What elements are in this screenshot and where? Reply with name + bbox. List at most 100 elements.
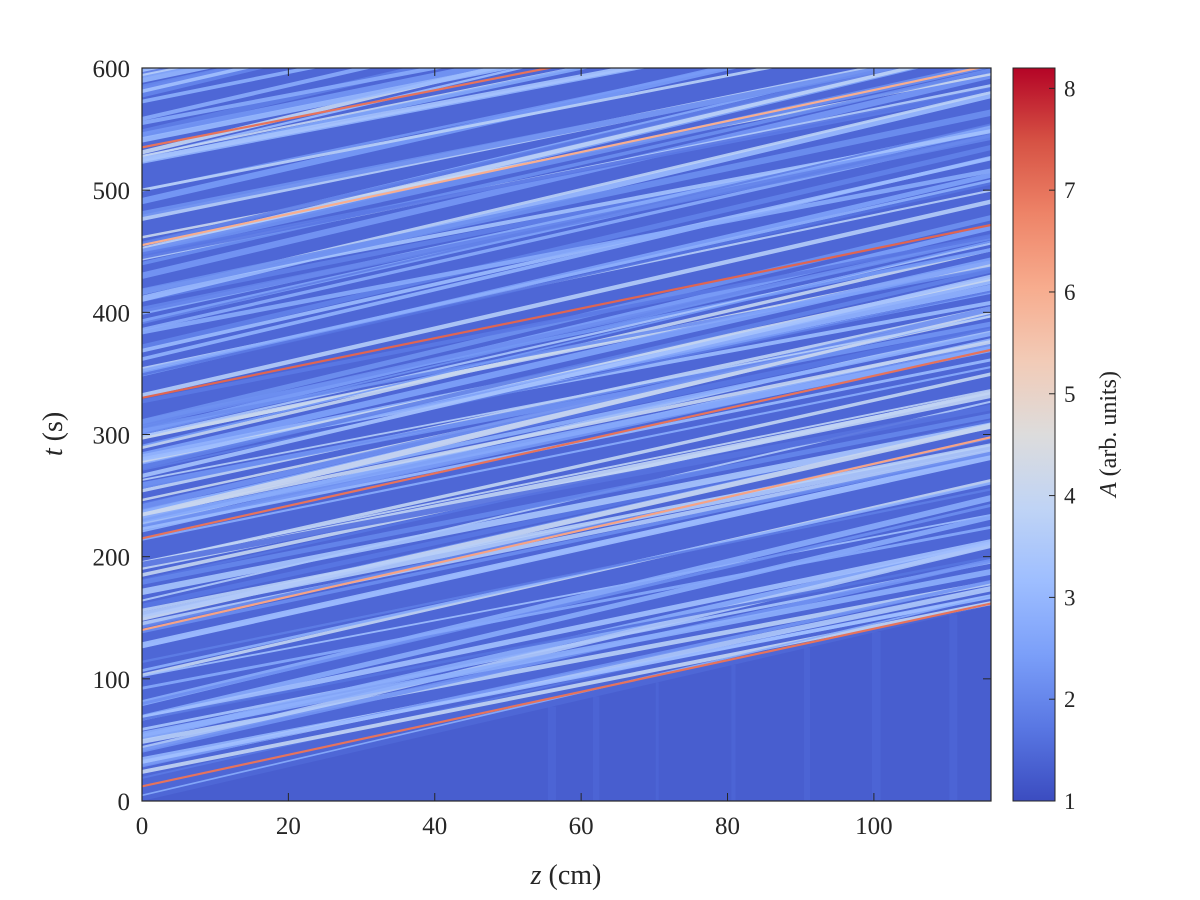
amplitude-streak <box>142 601 991 774</box>
amplitude-streak <box>142 68 445 125</box>
amplitude-streak <box>142 257 991 459</box>
y-tick-label: 300 <box>93 423 131 450</box>
amplitude-streak <box>142 451 991 634</box>
y-axis: 0 100 200 300 400 500 600 <box>93 56 991 816</box>
amplitude-streak <box>142 568 991 738</box>
y-tick-label: 400 <box>93 300 131 327</box>
amplitude-streak <box>142 68 641 163</box>
amplitude-streak <box>142 307 991 519</box>
amplitude-streak <box>142 346 991 523</box>
colorbar-tick-label: 3 <box>1064 585 1076 610</box>
amplitude-streak <box>142 413 991 585</box>
amplitude-streak <box>142 513 991 677</box>
amplitude-streak <box>142 525 991 690</box>
colorbar-axis: 1 2 3 4 5 6 7 8 <box>1049 76 1076 814</box>
amplitude-streak <box>142 542 991 752</box>
amplitude-streak <box>142 144 991 350</box>
colorbar-tick-label: 6 <box>1064 280 1076 305</box>
amplitude-streak <box>142 481 991 672</box>
peak-line <box>142 436 991 632</box>
x-tick-label: 20 <box>276 813 301 840</box>
amplitude-streak <box>142 594 991 764</box>
peak-line <box>142 602 991 788</box>
amplitude-streak <box>142 453 991 649</box>
x-axis: 0 20 40 60 80 100 <box>136 68 893 840</box>
amplitude-streak <box>142 503 991 706</box>
amplitude-streak <box>142 68 431 136</box>
amplitude-streak <box>142 514 991 720</box>
y-tick-label: 500 <box>93 178 131 205</box>
amplitude-streak <box>142 68 182 76</box>
x-tick-label: 40 <box>422 813 447 840</box>
peak-line <box>142 68 555 149</box>
amplitude-streak <box>142 539 991 721</box>
amplitude-streak <box>142 68 901 218</box>
amplitude-streak <box>142 234 991 404</box>
heatmap <box>142 68 991 801</box>
colorbar-tick-label: 5 <box>1064 382 1076 407</box>
colorbar-tick-label: 4 <box>1064 484 1076 509</box>
y-axis-label: t (s) <box>38 412 69 456</box>
amplitude-streak <box>142 68 319 104</box>
amplitude-streak <box>142 68 775 192</box>
amplitude-streak <box>142 68 739 205</box>
y-tick-label: 0 <box>118 789 131 816</box>
amplitude-streak <box>142 179 991 372</box>
amplitude-streak <box>142 68 195 78</box>
amplitude-streak <box>142 182 991 376</box>
amplitude-streak <box>142 68 373 121</box>
amplitude-streak <box>142 68 526 159</box>
peak-line <box>142 68 983 247</box>
amplitude-streak <box>142 72 991 279</box>
amplitude-streak <box>142 123 991 325</box>
amplitude-streak <box>142 68 991 266</box>
amplitude-streak <box>142 284 991 461</box>
amplitude-streak <box>142 68 172 74</box>
amplitude-streak <box>142 372 991 566</box>
quiet-region <box>142 605 991 801</box>
amplitude-streak <box>142 168 991 335</box>
colorbar-tick-label: 2 <box>1064 687 1076 712</box>
amplitude-streak <box>142 240 991 447</box>
x-tick-label: 100 <box>855 813 893 840</box>
amplitude-streak <box>142 315 991 481</box>
amplitude-streak <box>142 366 991 541</box>
colorbar-tick-label: 1 <box>1064 789 1076 814</box>
amplitude-streak <box>142 68 158 72</box>
amplitude-streak <box>142 495 991 707</box>
colorbar <box>1012 67 1056 802</box>
y-tick-label: 100 <box>93 667 131 694</box>
amplitude-streak <box>142 235 991 435</box>
amplitude-streak <box>142 340 991 517</box>
x-tick-label: 60 <box>569 813 594 840</box>
amplitude-streak <box>142 556 991 721</box>
y-tick-label: 200 <box>93 545 131 572</box>
amplitude-streak <box>142 422 991 596</box>
amplitude-streak <box>142 109 991 295</box>
amplitude-streak <box>142 199 991 398</box>
peak-line <box>142 223 991 399</box>
amplitude-streak <box>142 87 991 260</box>
amplitude-streak <box>142 488 991 664</box>
amplitude-streak <box>142 68 502 155</box>
amplitude-streak <box>142 274 991 478</box>
peak-line <box>142 348 991 540</box>
amplitude-streak <box>142 321 991 487</box>
amplitude-streak <box>142 156 991 353</box>
amplitude-streak <box>142 290 991 471</box>
amplitude-streak <box>142 306 991 510</box>
x-tick-label: 0 <box>136 813 149 840</box>
amplitude-streak <box>142 404 991 568</box>
amplitude-streak <box>142 388 991 563</box>
amplitude-streak <box>142 68 487 139</box>
x-axis-label: z (cm) <box>530 860 602 891</box>
x-tick-label: 80 <box>715 813 740 840</box>
amplitude-streak <box>142 443 991 612</box>
amplitude-streak <box>142 268 991 470</box>
colorbar-tick-label: 7 <box>1064 178 1076 203</box>
colorbar-tick-label: 8 <box>1064 76 1076 101</box>
colorbar-label: A (arb. units) <box>1096 371 1122 499</box>
y-tick-label: 600 <box>93 56 131 83</box>
amplitude-streak <box>142 68 515 143</box>
